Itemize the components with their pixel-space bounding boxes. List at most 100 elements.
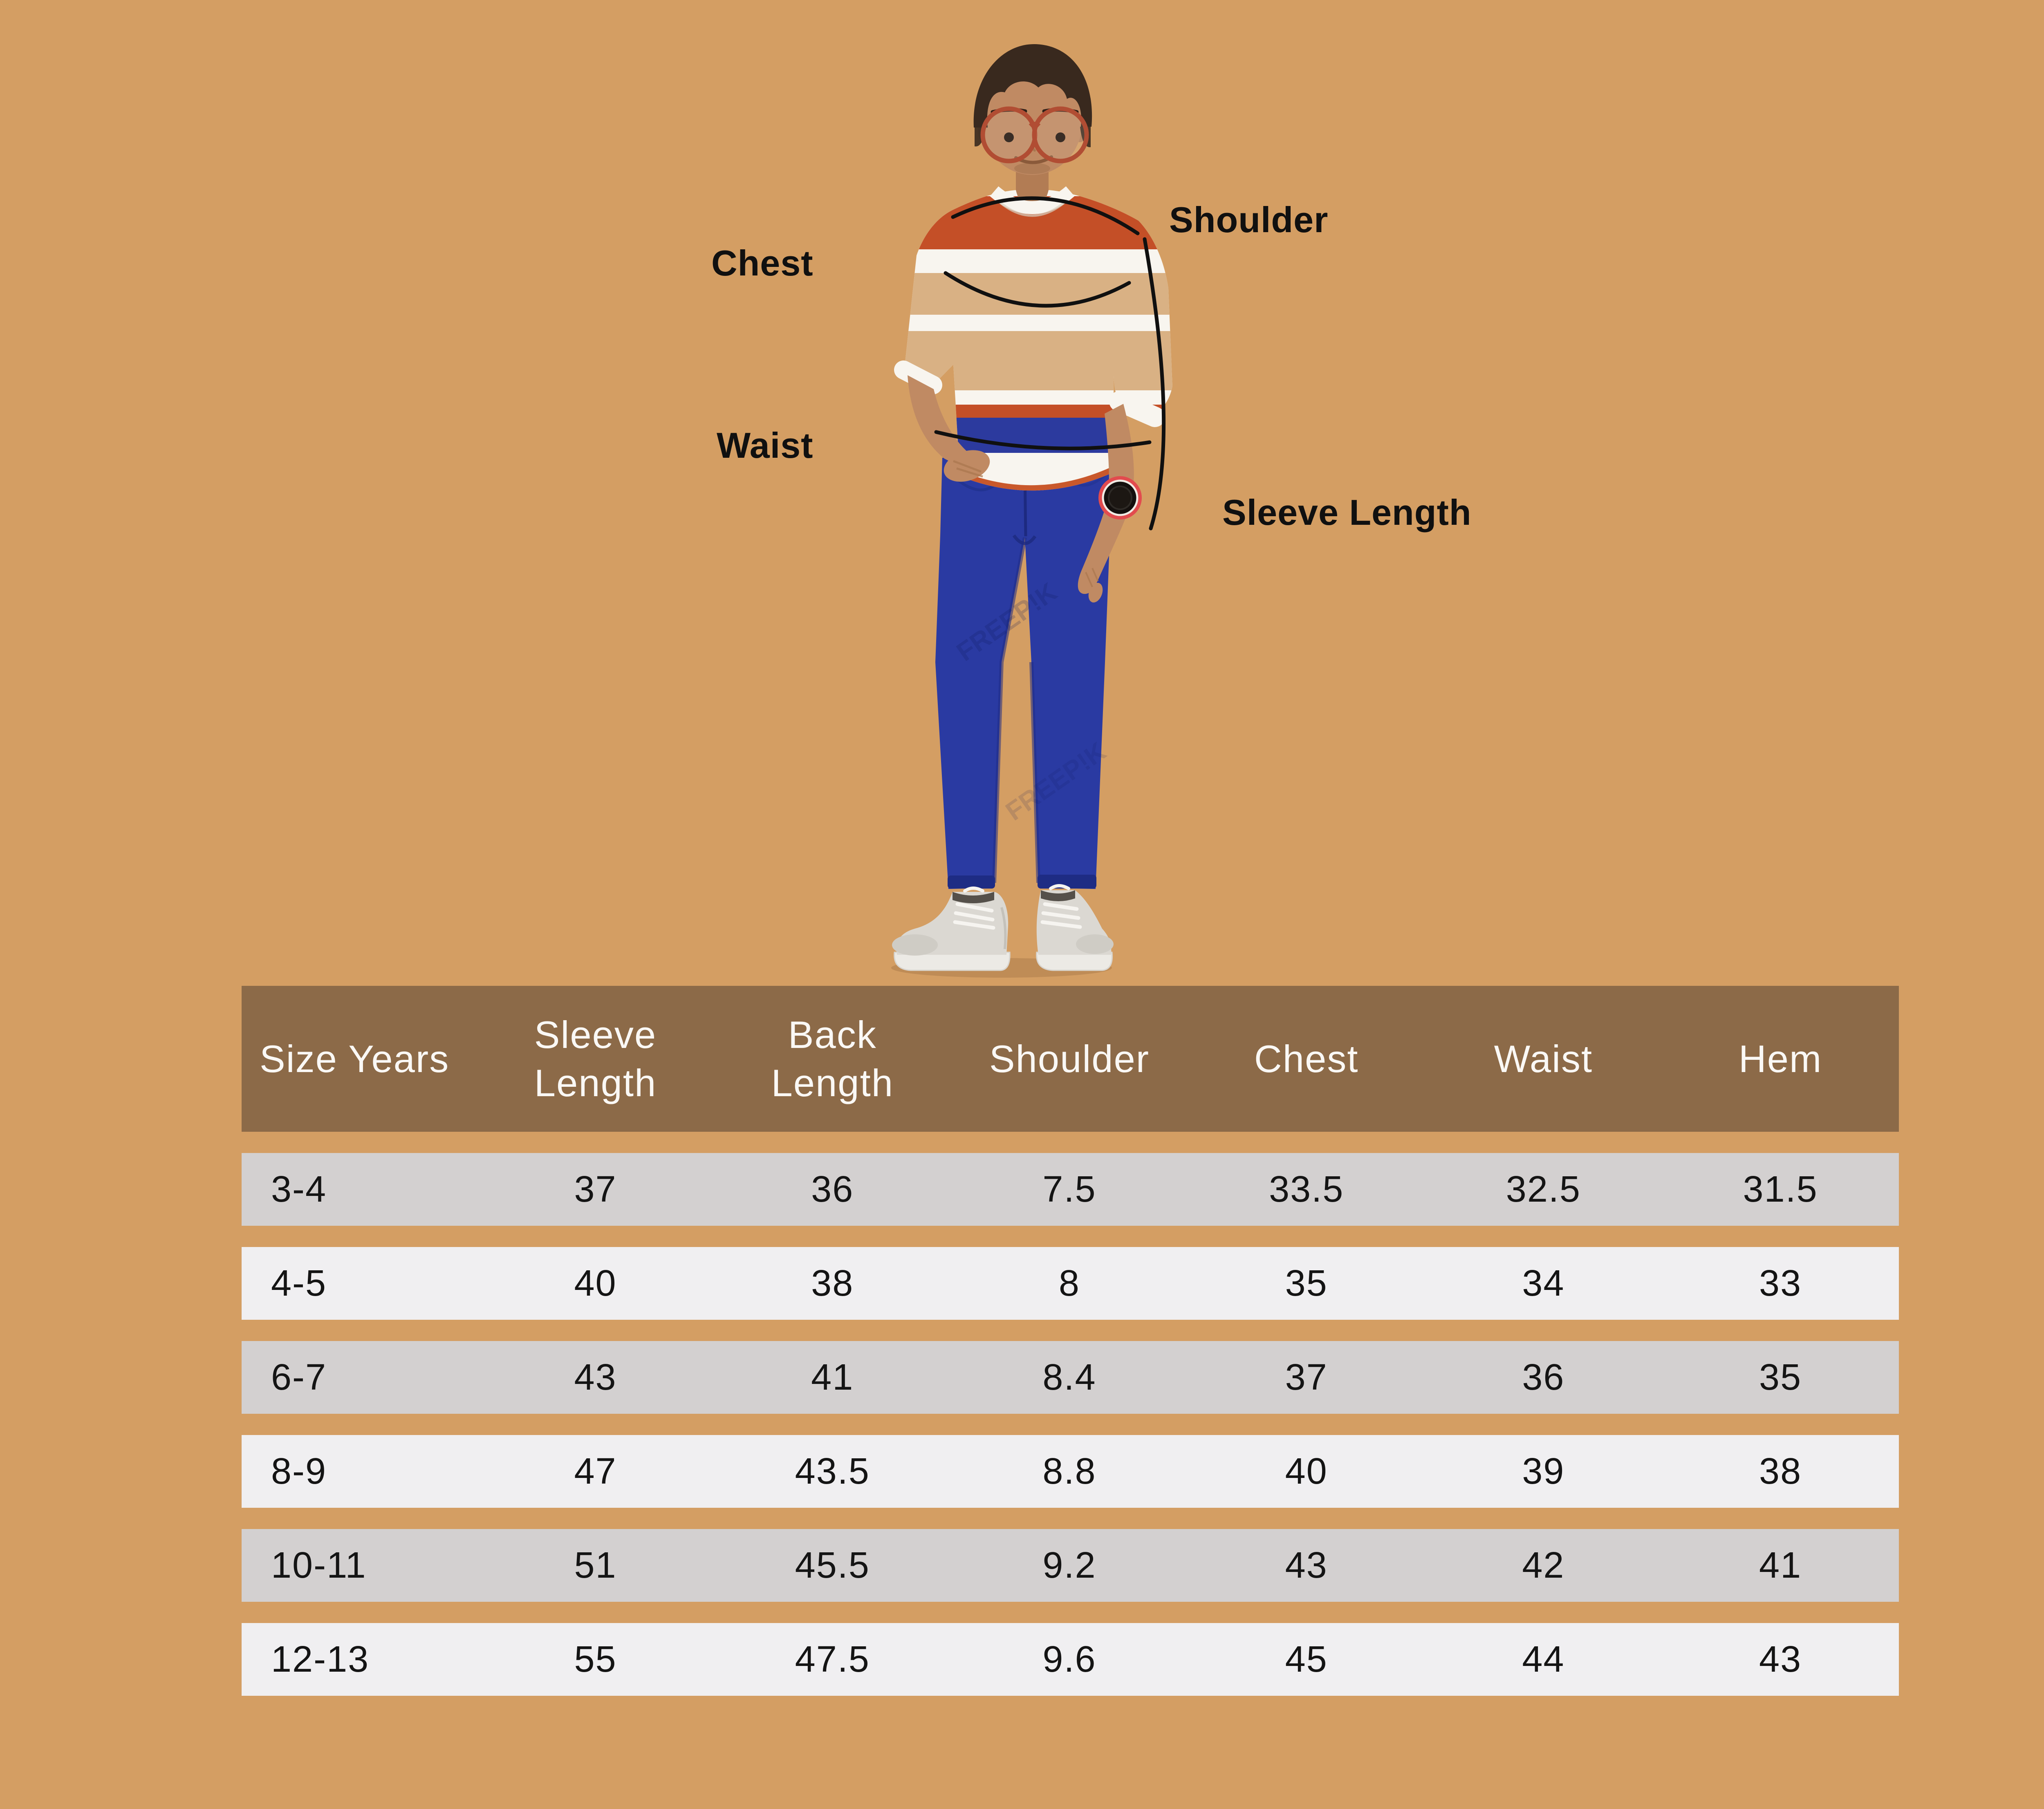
cell-value: 44 [1425, 1637, 1662, 1683]
measurement-diagram: FREEP!K FREEP!K [711, 44, 1472, 978]
table-row: 6-7 43 41 8.4 37 36 35 [242, 1341, 1899, 1414]
cell-value: 7.5 [951, 1166, 1188, 1213]
cell-value: 35 [1188, 1260, 1425, 1307]
cell-text: 42 [1522, 1545, 1565, 1586]
cell-text: 41 [811, 1357, 854, 1398]
cell-value: 40 [1188, 1449, 1425, 1495]
cell-text: 37 [574, 1169, 617, 1210]
cell-size-years: 6-7 [271, 1357, 327, 1398]
cell-text: 45.5 [795, 1545, 870, 1586]
cell-text: 43 [1285, 1545, 1328, 1586]
cell-value: 40 [477, 1260, 714, 1307]
header-shoulder: Shoulder [951, 1035, 1188, 1083]
glasses [980, 106, 1089, 163]
cell-text: 31.5 [1743, 1169, 1818, 1210]
cell-text: 43 [574, 1357, 617, 1398]
cell-text: 8.8 [1042, 1451, 1096, 1492]
jeans: FREEP!K FREEP!K [935, 458, 1112, 889]
cell-text: 43 [1759, 1639, 1802, 1680]
header-label: Chest [1254, 1037, 1359, 1080]
cell-value: 34 [1425, 1260, 1662, 1307]
boy-head [973, 44, 1092, 203]
cell-text: 45 [1285, 1639, 1328, 1680]
header-sleeve-length: Sleeve Length [477, 1011, 714, 1107]
cell-text: 40 [1285, 1451, 1328, 1492]
cell-value: 47 [477, 1449, 714, 1495]
cell-value: 38 [714, 1260, 951, 1307]
shoulder-measure-line [951, 196, 1140, 235]
cell-value: 33 [1662, 1260, 1899, 1307]
hair [973, 44, 1092, 128]
cell-text: 35 [1285, 1263, 1328, 1304]
cell-value: 9.2 [951, 1543, 1188, 1589]
watch [1098, 476, 1142, 519]
cell-text: 9.6 [1042, 1639, 1096, 1680]
header-chest: Chest [1188, 1035, 1425, 1083]
cell-value: 37 [1188, 1355, 1425, 1401]
table-row: 12-13 55 47.5 9.6 45 44 43 [242, 1623, 1899, 1696]
table-header-row: Size Years Sleeve Length Back Length Sho… [242, 986, 1899, 1132]
sleeve-length-measure-line [1143, 237, 1166, 531]
cell-text: 44 [1522, 1639, 1565, 1680]
cell-text: 39 [1522, 1451, 1565, 1492]
cell-value: 43 [1662, 1637, 1899, 1683]
cell-text: 40 [574, 1263, 617, 1304]
cell-value: 32.5 [1425, 1166, 1662, 1213]
cell-value: 45.5 [714, 1543, 951, 1589]
cell-text: 33 [1759, 1263, 1802, 1304]
table-row: 3-4 37 36 7.5 33.5 32.5 31.5 [242, 1153, 1899, 1226]
cell-value: 9.6 [951, 1637, 1188, 1683]
cell-text: 33.5 [1269, 1169, 1344, 1210]
chest-measure-line [944, 271, 1131, 308]
header-waist: Waist [1425, 1035, 1662, 1083]
table-row: 4-5 40 38 8 35 34 33 [242, 1247, 1899, 1320]
cell-value: 31.5 [1662, 1166, 1899, 1213]
header-label: Sleeve Length [534, 1013, 657, 1104]
boy-model-illustration: FREEP!K FREEP!K [891, 44, 1172, 978]
table-row: 10-11 51 45.5 9.2 43 42 41 [242, 1529, 1899, 1602]
arms [908, 375, 1134, 603]
cell-size-years: 10-11 [271, 1545, 367, 1586]
cell-value: 38 [1662, 1449, 1899, 1495]
cell-value: 36 [714, 1166, 951, 1213]
size-chart-table: Size Years Sleeve Length Back Length Sho… [242, 986, 1899, 1696]
sneaker-right [1036, 884, 1114, 971]
cell-size-years: 4-5 [271, 1263, 327, 1304]
cell-size-years: 3-4 [271, 1169, 327, 1210]
cell-value: 8 [951, 1260, 1188, 1307]
header-label: Back Length [771, 1013, 894, 1104]
header-hem: Hem [1662, 1035, 1899, 1083]
chest-label: Chest [711, 243, 814, 283]
cell-text: 43.5 [795, 1451, 870, 1492]
cell-text: 38 [1759, 1451, 1802, 1492]
cell-value: 8.8 [951, 1449, 1188, 1495]
cell-text: 38 [811, 1263, 854, 1304]
cell-size-years: 12-13 [271, 1639, 370, 1680]
waist-measure-line [934, 430, 1152, 450]
cell-text: 36 [1522, 1357, 1565, 1398]
cell-text: 36 [811, 1169, 854, 1210]
header-label: Shoulder [989, 1037, 1150, 1080]
sleeve-length-label: Sleeve Length [1222, 492, 1472, 533]
cell-value: 51 [477, 1543, 714, 1589]
cell-text: 32.5 [1506, 1169, 1581, 1210]
shoulder-label: Shoulder [1169, 199, 1329, 240]
cell-text: 55 [574, 1639, 617, 1680]
header-back-length: Back Length [714, 1011, 951, 1107]
waist-label: Waist [717, 425, 814, 466]
cell-value: 8.4 [951, 1355, 1188, 1401]
cell-text: 8.4 [1042, 1357, 1096, 1398]
cell-value: 36 [1425, 1355, 1662, 1401]
cell-value: 43.5 [714, 1449, 951, 1495]
cell-value: 43 [477, 1355, 714, 1401]
cell-text: 8 [1058, 1263, 1080, 1304]
sneaker-left [892, 887, 1011, 971]
cell-value: 42 [1425, 1543, 1662, 1589]
cell-text: 41 [1759, 1545, 1802, 1586]
cell-value: 37 [477, 1166, 714, 1213]
cell-value: 43 [1188, 1543, 1425, 1589]
cell-text: 51 [574, 1545, 617, 1586]
header-size-years: Size Years [260, 1037, 450, 1080]
measurement-lines [934, 196, 1166, 531]
cell-text: 35 [1759, 1357, 1802, 1398]
